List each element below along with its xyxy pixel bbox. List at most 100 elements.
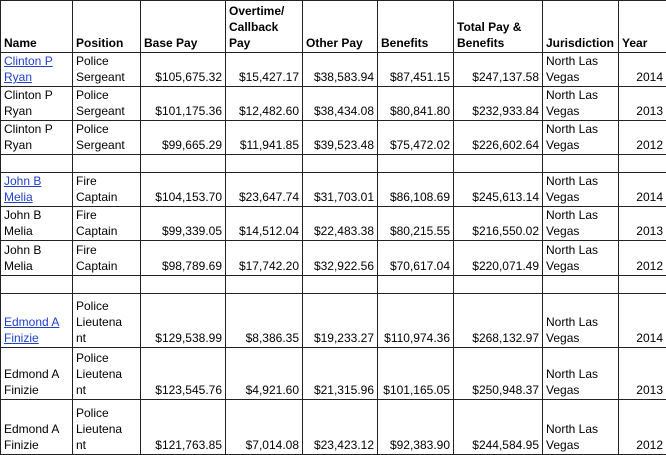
cell: 2013 [619,348,666,400]
empty-cell [378,155,454,173]
cell: $110,974.36 [378,294,454,348]
cell: North Las Vegas [543,121,619,155]
cell: $80,215.55 [378,207,454,241]
cell: $39,523.48 [303,121,378,155]
cell: $38,434.08 [303,87,378,121]
cell: 2014 [619,173,666,207]
cell: 2014 [619,53,666,87]
cell: Police Sergeant [73,53,141,87]
cell: 2012 [619,121,666,155]
spacer-row [1,155,666,173]
spacer-row [1,276,666,294]
cell: $70,617.04 [378,241,454,276]
cell: $226,602.64 [454,121,543,155]
cell: $105,675.32 [141,53,226,87]
empty-cell [454,155,543,173]
cell: $31,703.01 [303,173,378,207]
empty-cell [226,276,303,294]
cell: $80,841.80 [378,87,454,121]
cell: $232,933.84 [454,87,543,121]
empty-cell [378,276,454,294]
cell: Fire Captain [73,241,141,276]
empty-cell [619,155,666,173]
cell: $104,153.70 [141,173,226,207]
cell: $14,512.04 [226,207,303,241]
empty-cell [303,155,378,173]
empty-cell [543,276,619,294]
cell: North Las Vegas [543,207,619,241]
cell: Clinton P Ryan [1,121,73,155]
header-cell: Year [619,1,666,53]
cell: $19,233.27 [303,294,378,348]
cell: Edmond A Finizie [1,400,73,455]
cell: $216,550.02 [454,207,543,241]
cell: $244,584.95 [454,400,543,455]
name-link[interactable]: Clinton P Ryan [4,54,53,84]
empty-cell [1,155,73,173]
cell: Edmond A Finizie [1,294,73,348]
cell: North Las Vegas [543,348,619,400]
header-cell: Total Pay & Benefits [454,1,543,53]
name-link[interactable]: Edmond A Finizie [4,315,59,345]
cell: John B Melia [1,207,73,241]
cell: $268,132.97 [454,294,543,348]
cell: $129,538.99 [141,294,226,348]
empty-cell [543,155,619,173]
cell: $245,613.14 [454,173,543,207]
header-cell: Benefits [378,1,454,53]
data-row: Clinton P Ryan Police Sergeant$105,675.32… [1,53,666,87]
cell: $220,071.49 [454,241,543,276]
cell: $92,383.90 [378,400,454,455]
cell: $12,482.60 [226,87,303,121]
header-cell: Overtime/ Callback Pay [226,1,303,53]
cell: $15,427.17 [226,53,303,87]
header-cell: Base Pay [141,1,226,53]
cell: 2014 [619,294,666,348]
cell: $23,647.74 [226,173,303,207]
cell: 2012 [619,400,666,455]
cell: Fire Captain [73,207,141,241]
header-cell: Other Pay [303,1,378,53]
cell: $250,948.37 [454,348,543,400]
cell: Edmond A Finizie [1,348,73,400]
cell: $21,315.96 [303,348,378,400]
empty-cell [303,276,378,294]
cell: North Las Vegas [543,53,619,87]
cell: $4,921.60 [226,348,303,400]
cell: North Las Vegas [543,173,619,207]
empty-cell [1,276,73,294]
cell: $23,423.12 [303,400,378,455]
cell: $123,545.76 [141,348,226,400]
header-cell: Name [1,1,73,53]
empty-cell [73,276,141,294]
cell: 2012 [619,241,666,276]
cell: $87,451.15 [378,53,454,87]
header-cell: Position [73,1,141,53]
cell: $86,108.69 [378,173,454,207]
cell: 2013 [619,87,666,121]
cell: Clinton P Ryan [1,53,73,87]
cell: Police Sergeant [73,87,141,121]
empty-cell [141,155,226,173]
empty-cell [226,155,303,173]
cell: North Las Vegas [543,241,619,276]
cell: North Las Vegas [543,400,619,455]
cell: $7,014.08 [226,400,303,455]
cell: $101,165.05 [378,348,454,400]
name-link[interactable]: John B Melia [4,174,41,204]
cell: $75,472.02 [378,121,454,155]
cell: 2013 [619,207,666,241]
empty-cell [141,276,226,294]
cell: John B Melia [1,241,73,276]
empty-cell [454,276,543,294]
cell: $99,339.05 [141,207,226,241]
cell: North Las Vegas [543,294,619,348]
